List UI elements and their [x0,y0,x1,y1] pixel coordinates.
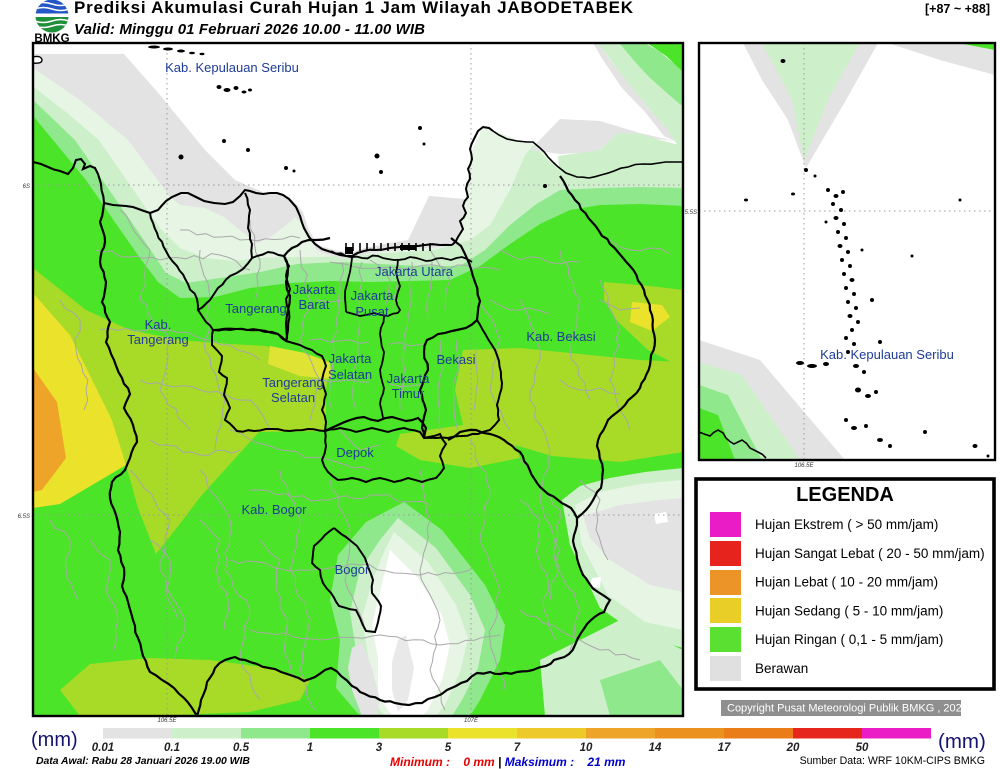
svg-text:LEGENDA: LEGENDA [796,484,894,506]
svg-text:6.5S: 6.5S [18,514,30,520]
svg-text:Sumber Data: WRF 10KM-CIPS BMK: Sumber Data: WRF 10KM-CIPS BMKG [800,755,985,767]
svg-text:Bekasi: Bekasi [436,352,475,367]
svg-text:Data Awal: Rabu 28 Januari 202: Data Awal: Rabu 28 Januari 2026 19.00 WI… [36,756,250,767]
svg-text:(mm): (mm) [31,729,78,751]
svg-text:Selatan: Selatan [271,390,315,405]
svg-text:Jakarta Utara: Jakarta Utara [375,264,454,279]
svg-text:Selatan: Selatan [328,367,372,382]
svg-text:Hujan Ringan ( 0,1 - 5 mm/jam): Hujan Ringan ( 0,1 - 5 mm/jam) [755,632,943,647]
svg-text:Hujan Sangat Lebat ( 20 - 50 m: Hujan Sangat Lebat ( 20 - 50 mm/jam) [755,546,985,561]
svg-text:Jakarta: Jakarta [329,351,372,366]
svg-text:Jakarta: Jakarta [293,282,336,297]
svg-text:Berawan: Berawan [755,661,808,676]
svg-text:Kab.: Kab. [145,317,172,332]
svg-text:0.1: 0.1 [164,742,180,754]
svg-text:17: 17 [718,742,731,754]
svg-text:Hujan Ekstrem ( > 50 mm/jam): Hujan Ekstrem ( > 50 mm/jam) [755,517,938,532]
svg-text:20: 20 [786,742,800,754]
svg-text:Prediksi Akumulasi Curah Hujan: Prediksi Akumulasi Curah Hujan 1 Jam Wil… [74,0,634,17]
svg-text:Tangerang: Tangerang [127,332,188,347]
svg-text:Hujan Lebat ( 10 - 20 mm/jam): Hujan Lebat ( 10 - 20 mm/jam) [755,575,938,590]
svg-text:Valid: Minggu 01 Februari 2026: Valid: Minggu 01 Februari 2026 10.00 - 1… [74,21,425,38]
svg-text:106.5E: 106.5E [157,718,177,724]
svg-text:1: 1 [307,742,313,754]
svg-text:50: 50 [856,742,869,754]
svg-text:5.5S: 5.5S [685,210,697,216]
svg-text:[+87 ~ +88]: [+87 ~ +88] [925,2,990,16]
svg-text:Tangerang: Tangerang [262,375,323,390]
svg-text:106.5E: 106.5E [794,463,814,469]
svg-text:6S: 6S [23,184,30,190]
svg-text:14: 14 [649,742,662,754]
svg-text:Jakarta: Jakarta [351,288,394,303]
svg-text:7: 7 [514,742,521,754]
svg-text:Pusat: Pusat [355,304,389,319]
svg-text:Kab. Kepulauan Seribu: Kab. Kepulauan Seribu [820,347,954,362]
svg-text:BMKG: BMKG [34,33,69,45]
svg-text:Kab. Kepulauan Seribu: Kab. Kepulauan Seribu [165,60,299,75]
svg-text:0.01: 0.01 [92,742,114,754]
svg-text:3: 3 [376,742,383,754]
svg-text:0.5: 0.5 [233,742,250,754]
svg-text:Hujan Sedang ( 5 - 10 mm/jam): Hujan Sedang ( 5 - 10 mm/jam) [755,603,943,618]
svg-text:Jakarta: Jakarta [387,371,430,386]
svg-text:Copyright Pusat Meteorologi Pu: Copyright Pusat Meteorologi Publik BMKG … [727,703,968,715]
svg-text:5: 5 [445,742,452,754]
svg-text:Depok: Depok [336,445,374,460]
svg-text:Minimum : 0 mm | Maksimum :: Minimum : 0 mm | Maksimum : 21 mm [390,755,626,769]
svg-text:Barat: Barat [298,297,329,312]
svg-text:Tangerang: Tangerang [225,301,286,316]
svg-text:Kab. Bogor: Kab. Bogor [241,502,307,517]
svg-text:107E: 107E [464,718,479,724]
svg-text:Kab. Bekasi: Kab. Bekasi [526,329,595,344]
svg-text:Bogor: Bogor [335,562,370,577]
svg-text:Timur: Timur [392,386,425,401]
svg-text:(mm): (mm) [938,730,986,753]
svg-text:10: 10 [580,742,593,754]
